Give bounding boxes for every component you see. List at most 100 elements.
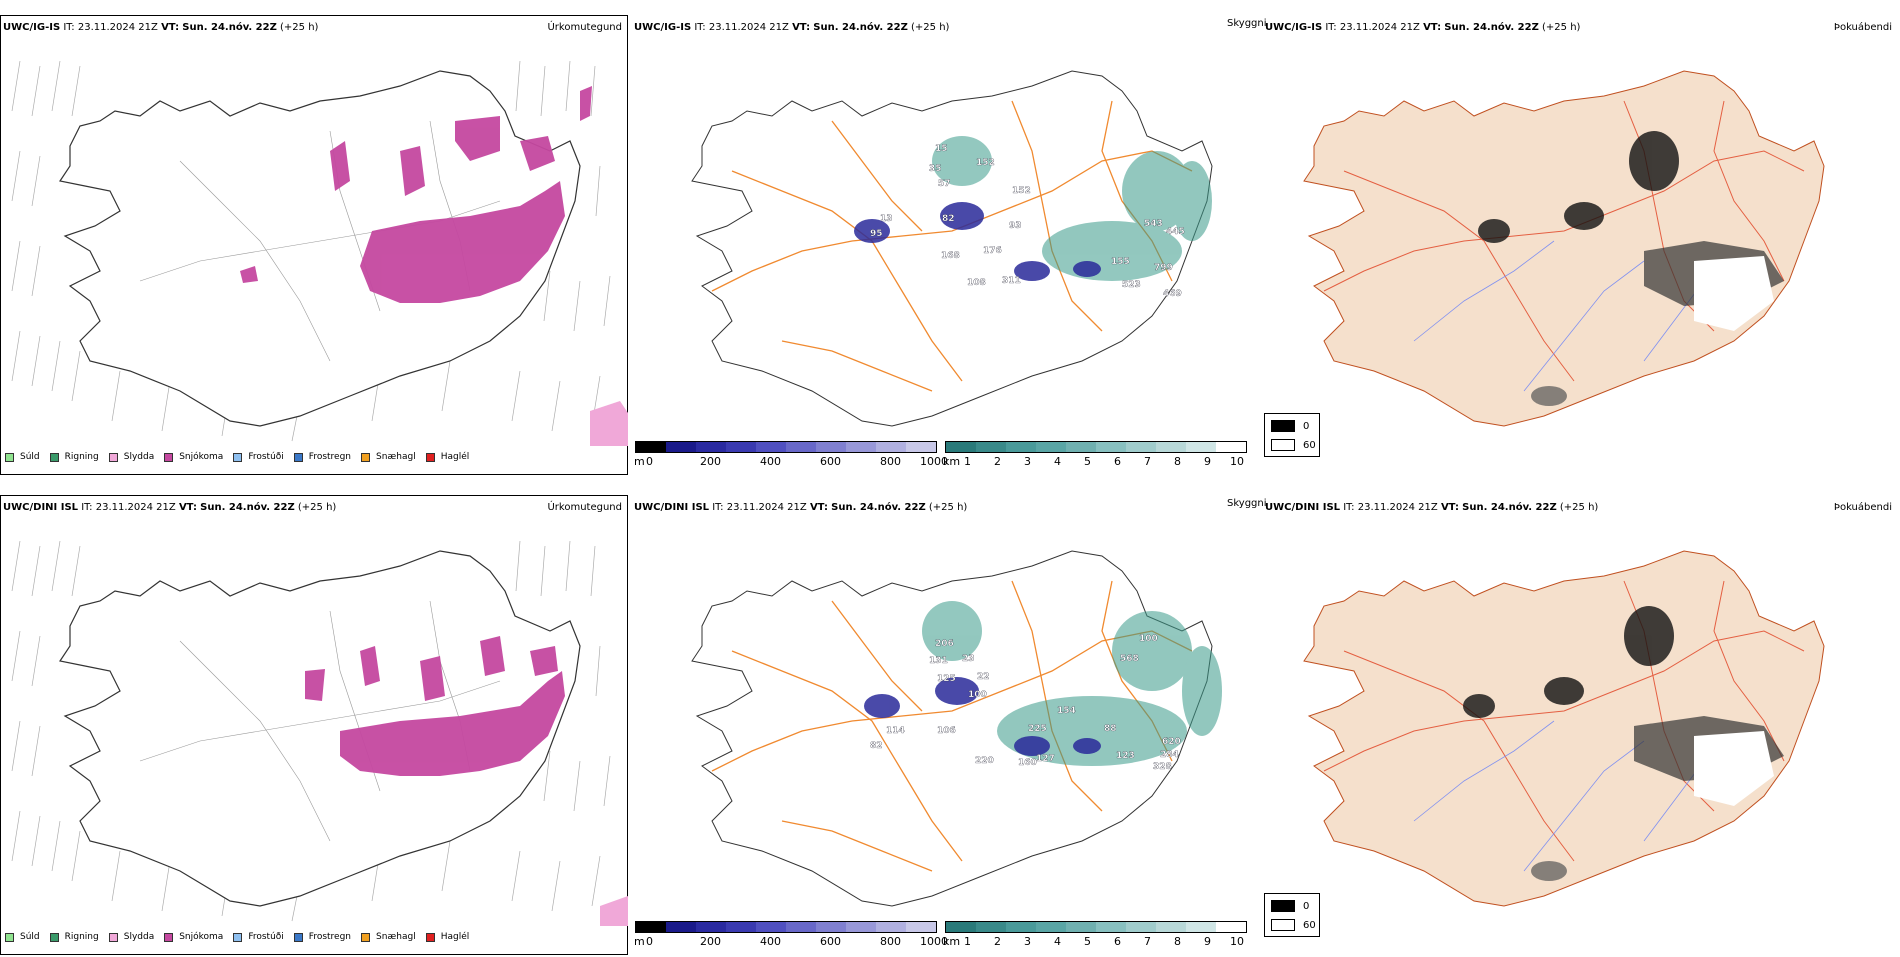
visibility-value-label: 799 xyxy=(1154,263,1173,273)
visibility-value-label: 445 xyxy=(1166,227,1185,237)
visibility-value-label: 123 xyxy=(1116,751,1135,761)
visibility-value-label: 160 xyxy=(1018,758,1037,768)
ceiling-colorbar xyxy=(635,921,937,933)
panel-type: Skyggni xyxy=(1227,18,1267,29)
legend-item: Frostúði xyxy=(233,932,284,942)
panel-type: Úrkomutegund xyxy=(547,22,622,33)
legend-item: Slydda xyxy=(108,932,154,942)
visibility-value-label: 620 xyxy=(1162,737,1181,747)
visibility-value-label: 155 xyxy=(1111,257,1130,267)
ceiling-unit: m xyxy=(634,935,645,948)
visibility-value-label: 13 xyxy=(880,214,893,224)
visibility-value-label: 220 xyxy=(975,756,994,766)
swatch xyxy=(361,932,371,942)
visibility-value-label: 152 xyxy=(976,158,995,168)
panel-title: UWC/IG-IS IT: 23.11.2024 21Z VT: Sun. 24… xyxy=(3,22,319,33)
visibility-value-label: 93 xyxy=(1009,221,1022,231)
legend-item: Frostregn xyxy=(293,932,351,942)
visibility-labels: 95 13 82 15 35 57 152 93 152 176 168 108 311 155 523 79… xyxy=(870,144,1185,299)
legend-item: Snæhagl xyxy=(361,932,416,942)
visibility-unit: km xyxy=(943,455,961,468)
visibility-value-label: 127 xyxy=(1036,754,1055,764)
legend-swatch-white xyxy=(1271,919,1295,931)
visibility-value-label: 23 xyxy=(962,654,975,664)
panel-frame xyxy=(0,15,628,475)
visibility-value-label: 469 xyxy=(1163,289,1182,299)
swatch xyxy=(425,932,435,942)
legend-item: Haglél xyxy=(425,452,469,462)
legend-item: Haglél xyxy=(425,932,469,942)
visibility-value-label: 543 xyxy=(1144,219,1163,229)
legend-item: Snjókoma xyxy=(164,932,223,942)
precip-map xyxy=(11,60,628,446)
swatch xyxy=(293,452,303,462)
panel-title: UWC/DINI ISL IT: 23.11.2024 21Z VT: Sun.… xyxy=(634,502,968,513)
precip-legend: Súld Rigning Slydda Snjókoma Frostúði Fr… xyxy=(5,932,479,942)
swatch xyxy=(361,452,371,462)
visibility-value-label: 100 xyxy=(1139,634,1158,644)
legend-swatch-black xyxy=(1271,900,1295,912)
visibility-value-label: 125 xyxy=(937,674,956,684)
visibility-value-label: 22 xyxy=(977,672,990,682)
swatch xyxy=(164,932,174,942)
precip-type-panel-bottom: UWC/DINI ISL IT: 23.11.2024 21Z VT: Sun.… xyxy=(0,495,630,957)
legend-swatch-white xyxy=(1271,439,1295,451)
visibility-value-label: 225 xyxy=(1028,724,1047,734)
visibility-value-label: 82 xyxy=(870,741,883,751)
visibility-value-label: 568 xyxy=(1120,654,1139,664)
panel-type: Þokuábendi xyxy=(1833,502,1892,513)
visibility-value-label: 176 xyxy=(983,246,1002,256)
visibility-value-label: 106 xyxy=(937,726,956,736)
legend-item: Snjókoma xyxy=(164,452,223,462)
visibility-colorbar xyxy=(945,441,1247,453)
swatch xyxy=(164,452,174,462)
visibility-value-label: 15 xyxy=(935,144,948,154)
ceiling-colorbar xyxy=(635,441,937,453)
swatch xyxy=(108,932,118,942)
swatch xyxy=(108,452,118,462)
precip-type-panel-top: UWC/IG-IS IT: 23.11.2024 21Z VT: Sun. 24… xyxy=(0,15,630,477)
visibility-value-label: 152 xyxy=(1012,186,1031,196)
precip-legend: Súld Rigning Slydda Snjókoma Frostúði Fr… xyxy=(5,452,479,462)
legend-swatch-black xyxy=(1271,420,1295,432)
swatch xyxy=(49,932,59,942)
panel-type: Skyggni xyxy=(1227,498,1267,509)
swatch xyxy=(233,932,243,942)
visibility-value-label: 57 xyxy=(938,179,951,189)
swatch xyxy=(5,932,14,942)
visibility-value-label: 206 xyxy=(935,639,954,649)
fog-map xyxy=(1303,70,1825,427)
panel-title: UWC/DINI ISL IT: 23.11.2024 21Z VT: Sun.… xyxy=(1265,502,1599,513)
visibility-value-label: 284 xyxy=(1160,750,1179,760)
fog-panel-bottom: UWC/DINI ISL IT: 23.11.2024 21Z VT: Sun.… xyxy=(1264,495,1900,950)
swatch xyxy=(425,452,435,462)
visibility-value-label: 95 xyxy=(870,229,883,239)
visibility-value-label: 35 xyxy=(929,164,942,174)
legend-item: Rigning xyxy=(49,452,99,462)
legend-item: Súld xyxy=(5,932,40,942)
visibility-value-label: 154 xyxy=(1057,706,1076,716)
visibility-value-label: 108 xyxy=(967,278,986,288)
panel-title: UWC/IG-IS IT: 23.11.2024 21Z VT: Sun. 24… xyxy=(1265,22,1581,33)
visibility-panel-top: UWC/IG-IS IT: 23.11.2024 21Z VT: Sun. 24… xyxy=(632,15,1320,477)
legend-item: Frostúði xyxy=(233,452,284,462)
swatch xyxy=(293,932,303,942)
fog-legend: 0 60 xyxy=(1264,893,1320,937)
visibility-panel-bottom: UWC/DINI ISL IT: 23.11.2024 21Z VT: Sun.… xyxy=(632,495,1320,950)
legend-item: Slydda xyxy=(108,452,154,462)
precip-map xyxy=(11,540,628,926)
visibility-unit: km xyxy=(943,935,961,948)
visibility-value-label: 100 xyxy=(968,690,987,700)
ceiling-unit: m xyxy=(634,455,645,468)
visibility-value-label: 82 xyxy=(942,214,955,224)
panel-type: Þokuábendi xyxy=(1833,22,1892,33)
visibility-value-label: 168 xyxy=(941,251,960,261)
legend-item: Rigning xyxy=(49,932,99,942)
fog-legend: 0 60 xyxy=(1264,413,1320,457)
panel-title: UWC/IG-IS IT: 23.11.2024 21Z VT: Sun. 24… xyxy=(634,22,950,33)
swatch xyxy=(233,452,243,462)
legend-item: Súld xyxy=(5,452,40,462)
swatch xyxy=(5,452,14,462)
fog-panel-top: UWC/IG-IS IT: 23.11.2024 21Z VT: Sun. 24… xyxy=(1264,15,1900,477)
